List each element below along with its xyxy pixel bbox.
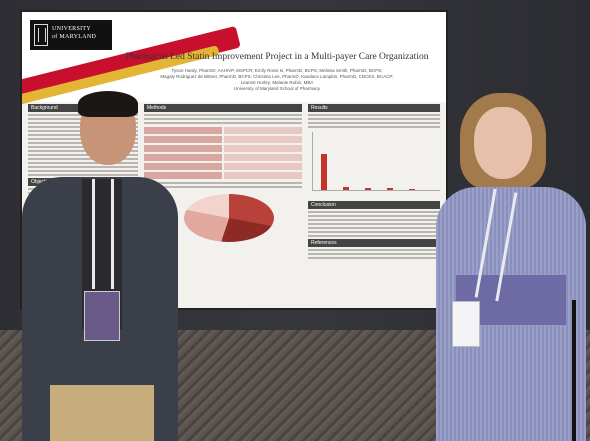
authors-line-1: Tyson Hardy, PharmD, AAHIVP, MSPCR; Emil…	[171, 68, 383, 73]
poster-authors: Tyson Hardy, PharmD, AAHIVP, MSPCR; Emil…	[122, 68, 432, 92]
university-logo: UNIVERSITY of MARYLAND	[30, 20, 112, 50]
bar-1	[321, 154, 327, 190]
methods-text	[144, 114, 302, 124]
face	[474, 107, 532, 179]
lanyard	[92, 179, 114, 289]
poster-stand	[572, 300, 576, 441]
presenter-left	[22, 91, 182, 441]
pie-graphic	[184, 194, 274, 242]
methods-table	[144, 127, 302, 179]
poster-title: Pharmacist Led Statin Improvement Projec…	[125, 52, 429, 62]
logo-line-1: UNIVERSITY	[52, 26, 91, 32]
bar-4	[387, 188, 393, 190]
authors-line-3: Leanne Hurley; Melanie Rubin, MBA	[240, 80, 314, 85]
methods-heading: Methods	[144, 104, 302, 112]
poster-header: UNIVERSITY of MARYLAND Pharmacist Led St…	[22, 12, 446, 113]
conclusion-heading: Conclusion	[308, 201, 440, 209]
presenter-right	[424, 93, 590, 441]
bar-2	[343, 187, 349, 190]
poster-right-column: Results Conclusion References	[308, 104, 440, 302]
references-text	[308, 249, 440, 259]
name-badge	[452, 301, 480, 347]
logo-text: UNIVERSITY of MARYLAND	[52, 25, 96, 41]
results-heading: Results	[308, 104, 440, 112]
university-seal-icon	[34, 24, 48, 46]
results-bar-chart	[312, 132, 440, 191]
hair	[78, 91, 138, 117]
results-text	[308, 114, 440, 128]
logo-line-2: of MARYLAND	[52, 34, 97, 40]
poster-middle-column: Methods	[144, 104, 302, 302]
bar-5	[409, 189, 415, 190]
name-badge	[84, 291, 120, 341]
authors-line-2: Magaly Rodriguez de Bittner, PharmD, BCP…	[160, 74, 394, 79]
references-heading: References	[308, 239, 440, 247]
conclusion-text	[308, 211, 440, 237]
bar-3	[365, 188, 371, 190]
affiliation: University of Maryland School of Pharmac…	[233, 86, 321, 91]
pants	[50, 385, 154, 441]
methods-notes	[144, 182, 302, 188]
pie-chart	[144, 192, 302, 246]
